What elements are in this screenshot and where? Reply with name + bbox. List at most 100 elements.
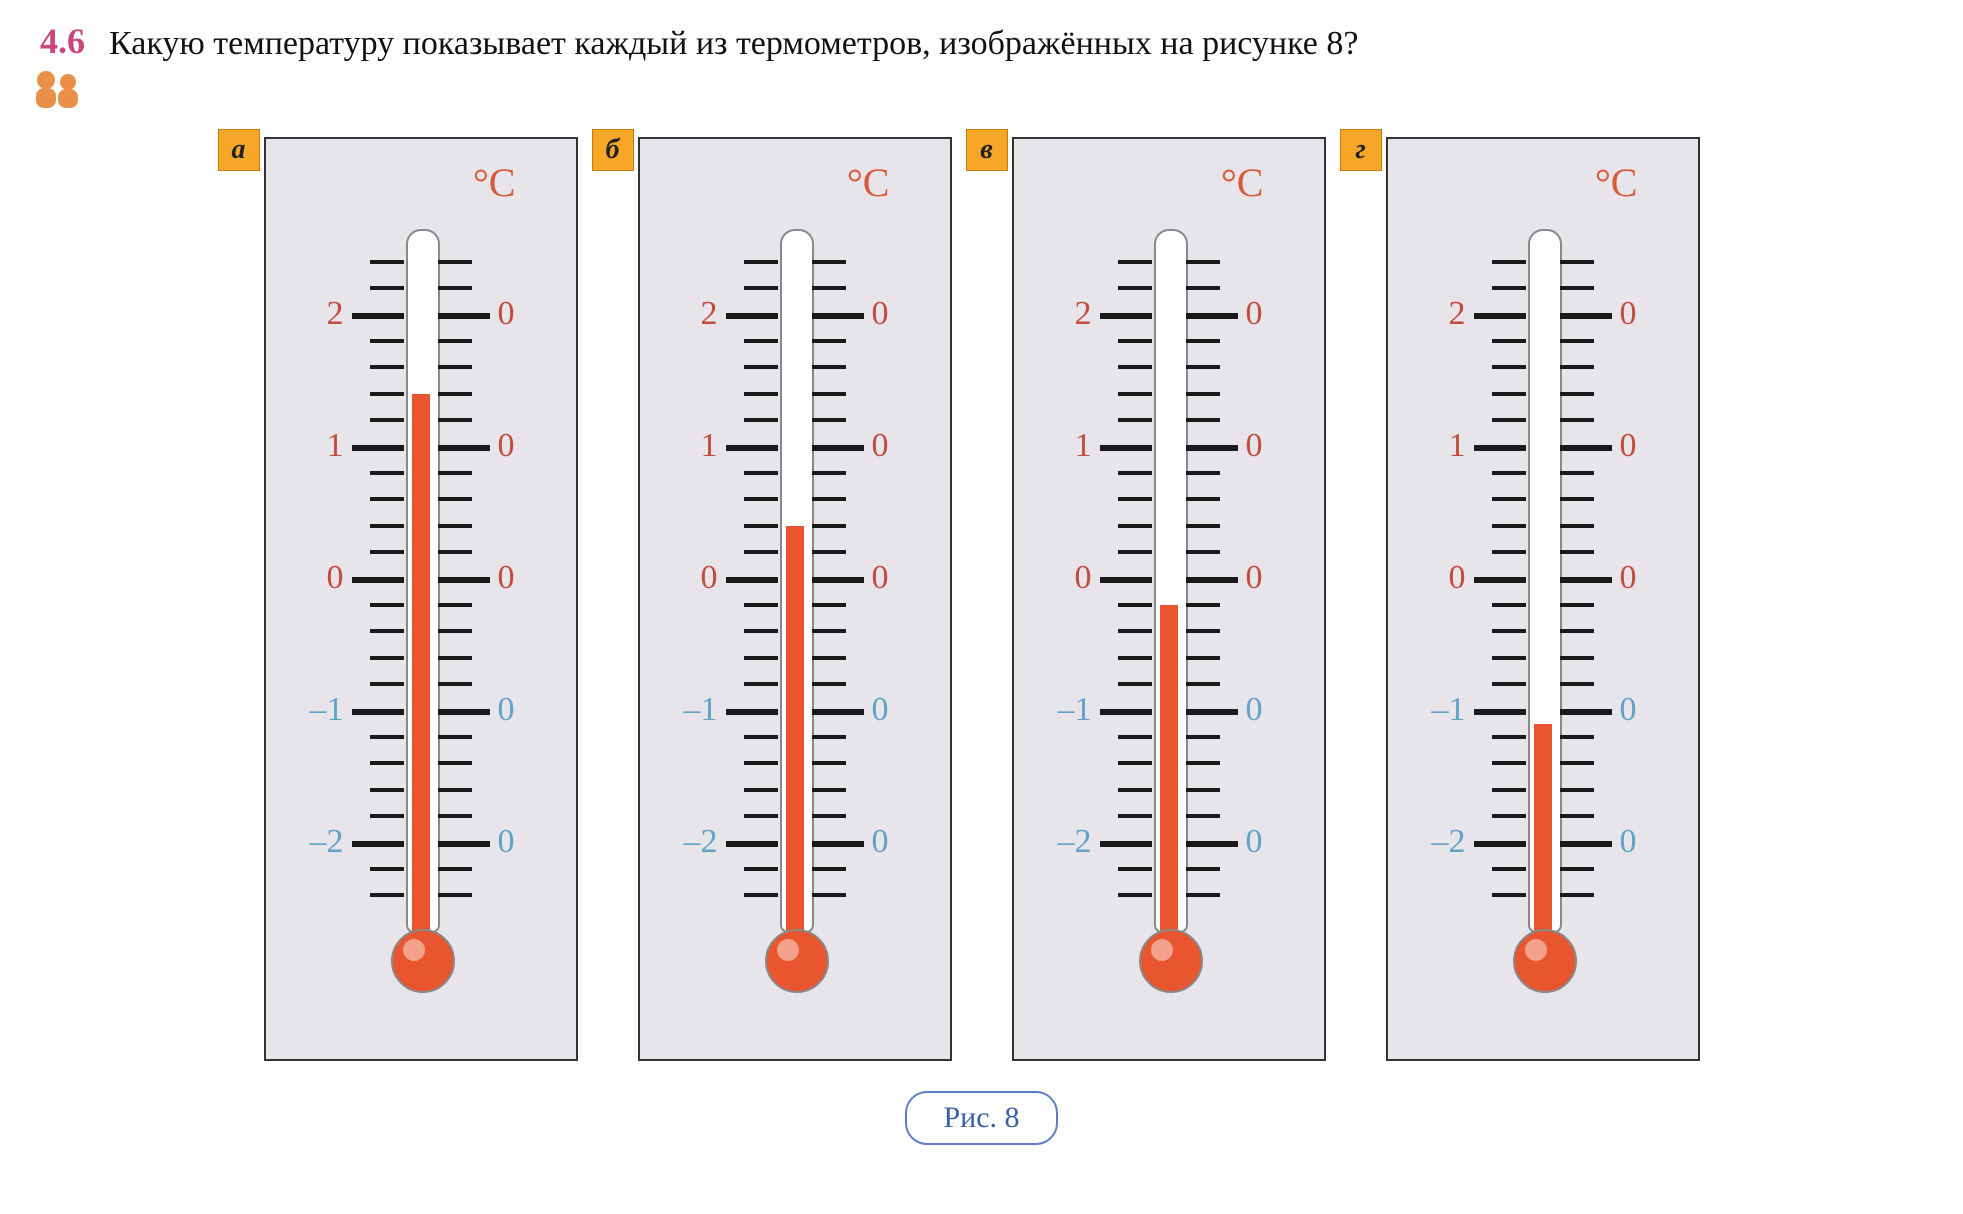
minor-tick [438,365,472,369]
major-tick [726,313,778,319]
minor-tick [1492,656,1526,660]
minor-tick [370,893,404,897]
minor-tick [1186,339,1220,343]
scale-label-left: 0 [284,559,344,597]
minor-tick [1118,629,1152,633]
minor-tick [744,365,778,369]
scale-label-right: 0 [498,559,558,597]
minor-tick [1492,260,1526,264]
major-tick [352,841,404,847]
scale-label-right: 0 [872,823,932,861]
minor-tick [744,656,778,660]
scale-label-left: –2 [1032,823,1092,861]
scale-label-left: –2 [658,823,718,861]
major-tick [1474,841,1526,847]
scale-label-left: –1 [1032,691,1092,729]
scale-label-right: 0 [498,691,558,729]
minor-tick [812,497,846,501]
major-tick [812,841,864,847]
panel-label: б [592,129,634,171]
minor-tick [744,418,778,422]
scale-label-right: 0 [872,295,932,333]
scale-label-right: 0 [1246,559,1306,597]
minor-tick [1118,392,1152,396]
unit-label: °C [1595,159,1638,206]
minor-tick [1186,682,1220,686]
major-tick [726,709,778,715]
minor-tick [438,656,472,660]
minor-tick [812,603,846,607]
minor-tick [812,550,846,554]
mercury-column [1534,724,1552,939]
minor-tick [812,814,846,818]
minor-tick [1118,814,1152,818]
major-tick [438,709,490,715]
minor-tick [438,603,472,607]
major-tick [438,445,490,451]
scale-label-left: –1 [284,691,344,729]
thermometer-bulb [1513,929,1577,993]
major-tick [812,313,864,319]
minor-tick [1560,603,1594,607]
major-tick [1100,313,1152,319]
unit-label: °C [473,159,516,206]
minor-tick [812,471,846,475]
minor-tick [370,814,404,818]
minor-tick [1492,682,1526,686]
minor-tick [370,603,404,607]
thermometer-panel: в°C210–1–200000 [1012,137,1326,1061]
major-tick [1560,709,1612,715]
minor-tick [1186,603,1220,607]
scale-label-right: 0 [1620,295,1680,333]
scale-label-left: 1 [658,427,718,465]
scale-label-left: –1 [658,691,718,729]
panel-label: а [218,129,260,171]
major-tick [1100,577,1152,583]
minor-tick [812,788,846,792]
minor-tick [1492,893,1526,897]
minor-tick [1186,814,1220,818]
minor-tick [1186,788,1220,792]
minor-tick [1186,893,1220,897]
minor-tick [1492,339,1526,343]
scale-label-left: –2 [1406,823,1466,861]
minor-tick [1118,735,1152,739]
minor-tick [370,682,404,686]
minor-tick [1186,471,1220,475]
minor-tick [744,286,778,290]
major-tick [352,445,404,451]
minor-tick [370,418,404,422]
minor-tick [438,471,472,475]
scale-label-left: 1 [1032,427,1092,465]
minor-tick [744,392,778,396]
minor-tick [1560,365,1594,369]
minor-tick [1186,867,1220,871]
minor-tick [1118,867,1152,871]
question-number: 4.6 [40,20,85,62]
minor-tick [1118,497,1152,501]
minor-tick [438,392,472,396]
major-tick [1474,709,1526,715]
scale-label-left: 2 [1406,295,1466,333]
minor-tick [438,788,472,792]
caption-row: Рис. 8 [40,1091,1923,1145]
thermometer: °C210–1–200000 [1386,137,1700,1061]
minor-tick [1560,629,1594,633]
thermometer-panel: г°C210–1–200000 [1386,137,1700,1061]
minor-tick [1118,365,1152,369]
scale-label-right: 0 [1246,427,1306,465]
scale-label-left: –1 [1406,691,1466,729]
mercury-column [412,394,430,939]
minor-tick [1560,497,1594,501]
minor-tick [1492,524,1526,528]
minor-tick [370,550,404,554]
minor-tick [438,339,472,343]
minor-tick [744,682,778,686]
major-tick [1100,841,1152,847]
thermometer-bulb [391,929,455,993]
major-tick [812,577,864,583]
minor-tick [1492,418,1526,422]
minor-tick [1118,550,1152,554]
minor-tick [1560,260,1594,264]
minor-tick [812,339,846,343]
